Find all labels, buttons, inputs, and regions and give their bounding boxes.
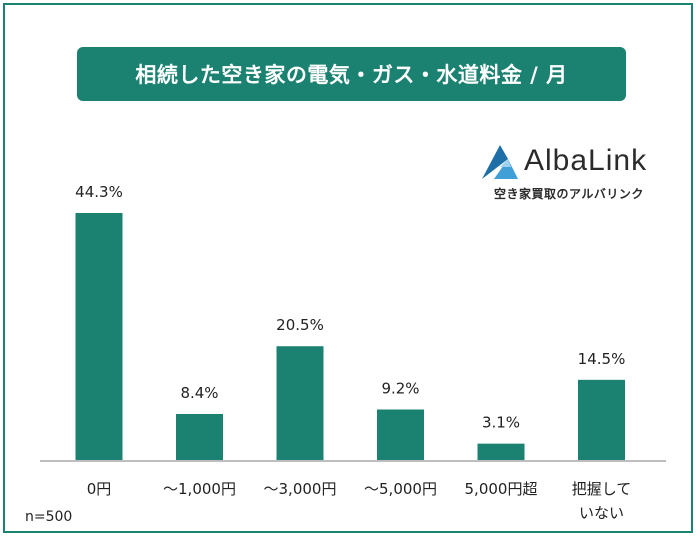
sample-size-note: n=500 bbox=[25, 509, 73, 525]
value-label-0: 44.3% bbox=[75, 183, 123, 201]
category-label-5: 把握していない bbox=[572, 480, 632, 522]
bar-2 bbox=[276, 346, 324, 461]
bar-1 bbox=[176, 413, 223, 461]
logo-name: AlbaLink bbox=[524, 144, 648, 177]
bar-3 bbox=[377, 409, 424, 461]
bar-5 bbox=[578, 379, 625, 461]
logo-tagline: 空き家買取のアルバリンク bbox=[494, 187, 644, 201]
value-label-3: 9.2% bbox=[381, 379, 419, 397]
logo: AlbaLink 空き家買取のアルバリンク bbox=[480, 143, 680, 205]
alba-link-logo-mark-icon bbox=[482, 145, 518, 179]
value-label-4: 3.1% bbox=[482, 414, 520, 432]
category-label-0: 0円 bbox=[87, 480, 112, 498]
bar-0 bbox=[75, 213, 123, 461]
value-label-5: 14.5% bbox=[578, 350, 626, 368]
category-label-4: 5,000円超 bbox=[465, 480, 538, 498]
category-label-3: 〜5,000円 bbox=[364, 480, 437, 498]
value-label-1: 8.4% bbox=[180, 384, 218, 402]
chart-title: 相続した空き家の電気・ガス・水道料金 / 月 bbox=[77, 47, 626, 101]
value-label-2: 20.5% bbox=[276, 316, 324, 334]
category-label-2: 〜3,000円 bbox=[264, 480, 337, 498]
bar-4 bbox=[477, 443, 525, 461]
category-label-1: 〜1,000円 bbox=[163, 480, 236, 498]
